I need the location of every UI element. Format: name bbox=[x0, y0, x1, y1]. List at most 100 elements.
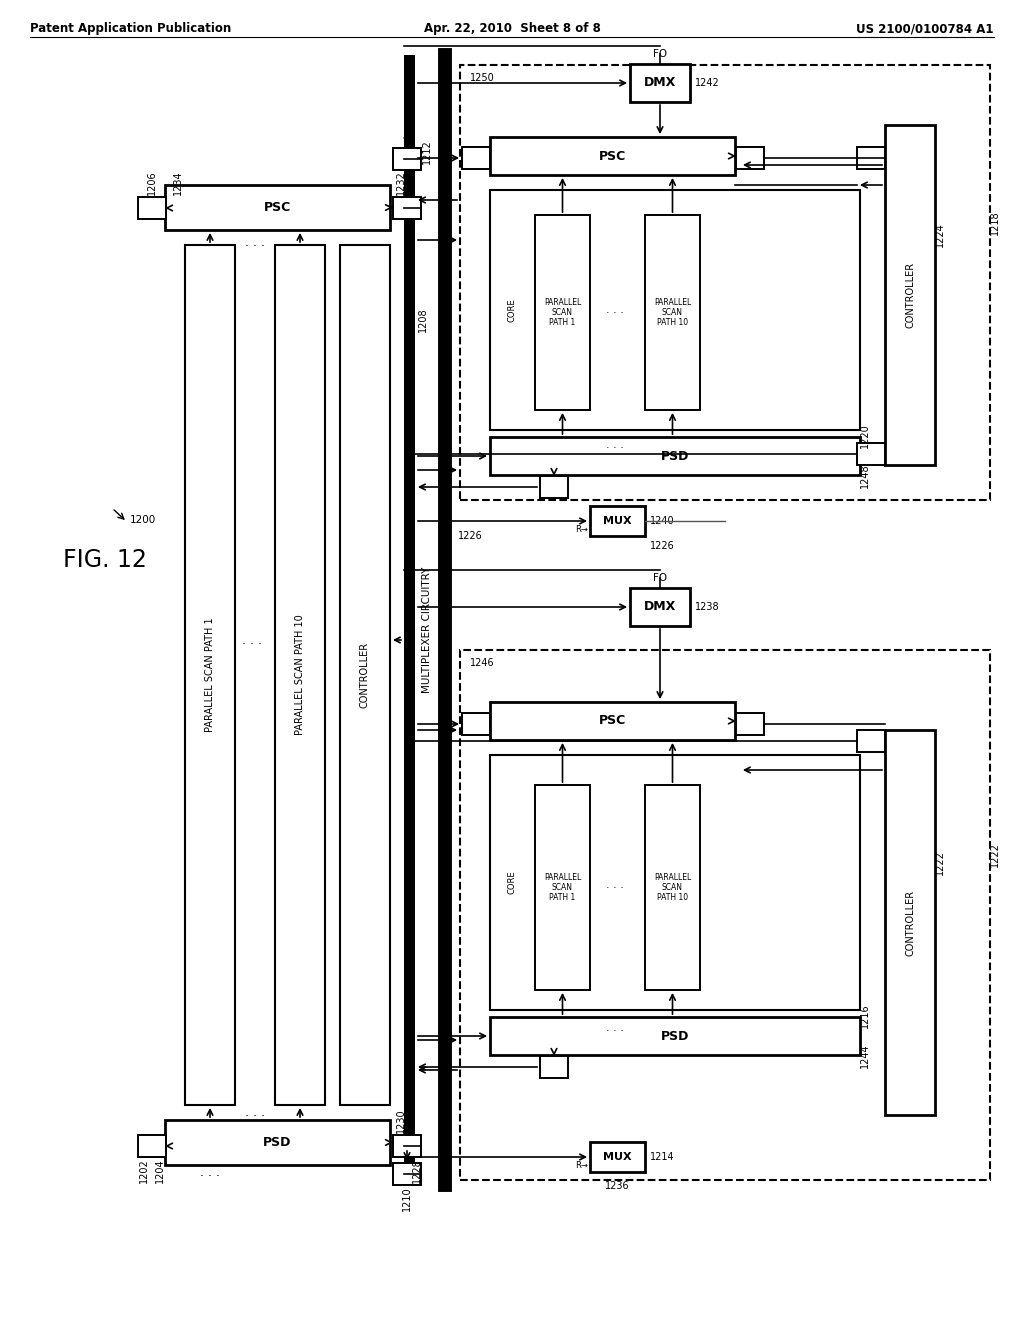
Text: 1216: 1216 bbox=[860, 1003, 870, 1028]
Text: CONTROLLER: CONTROLLER bbox=[905, 261, 915, 329]
Bar bbox=[185, 246, 234, 1105]
Bar bbox=[645, 215, 700, 411]
Bar bbox=[857, 730, 885, 752]
Text: 1250: 1250 bbox=[470, 73, 495, 83]
Text: 1226: 1226 bbox=[458, 531, 482, 541]
Text: . . .: . . . bbox=[245, 1106, 265, 1118]
Bar bbox=[857, 444, 885, 465]
Text: 1224: 1224 bbox=[935, 223, 945, 247]
Text: PSC: PSC bbox=[599, 149, 626, 162]
Bar bbox=[857, 147, 885, 169]
Bar bbox=[393, 148, 421, 170]
Text: 1242: 1242 bbox=[695, 78, 720, 88]
Text: 1206: 1206 bbox=[147, 170, 157, 195]
Text: PARALLEL SCAN PATH 1: PARALLEL SCAN PATH 1 bbox=[205, 618, 215, 733]
Bar bbox=[138, 197, 166, 219]
Text: 1236: 1236 bbox=[605, 1181, 630, 1191]
Bar bbox=[462, 713, 490, 735]
Bar bbox=[138, 1135, 166, 1158]
Text: . . .: . . . bbox=[242, 634, 262, 647]
Text: 1214: 1214 bbox=[650, 1152, 675, 1162]
Text: PSD: PSD bbox=[263, 1137, 292, 1148]
Text: 1228: 1228 bbox=[412, 1159, 422, 1183]
Text: 1210: 1210 bbox=[402, 1187, 412, 1212]
Text: Apr. 22, 2010  Sheet 8 of 8: Apr. 22, 2010 Sheet 8 of 8 bbox=[424, 22, 600, 36]
Bar bbox=[393, 197, 421, 219]
Text: FIG. 12: FIG. 12 bbox=[63, 548, 146, 572]
Text: PARALLEL
SCAN
PATH 1: PARALLEL SCAN PATH 1 bbox=[544, 297, 582, 327]
Text: R→: R→ bbox=[575, 524, 588, 533]
Bar bbox=[490, 702, 735, 741]
Text: PARALLEL
SCAN
PATH 10: PARALLEL SCAN PATH 10 bbox=[654, 873, 691, 903]
Text: MULTIPLEXER CIRCUITRY: MULTIPLEXER CIRCUITRY bbox=[422, 566, 432, 693]
Text: . . .: . . . bbox=[245, 235, 265, 248]
Text: CONTROLLER: CONTROLLER bbox=[360, 642, 370, 708]
Text: R→: R→ bbox=[575, 1160, 588, 1170]
Text: . . .: . . . bbox=[606, 305, 624, 315]
Text: PSD: PSD bbox=[660, 1030, 689, 1043]
Text: CORE: CORE bbox=[508, 298, 516, 322]
Text: 1222: 1222 bbox=[990, 842, 1000, 867]
Text: 1218: 1218 bbox=[990, 210, 1000, 235]
Bar bbox=[630, 63, 690, 102]
Bar bbox=[404, 55, 415, 1185]
Text: PARALLEL
SCAN
PATH 1: PARALLEL SCAN PATH 1 bbox=[544, 873, 582, 903]
Bar bbox=[460, 65, 990, 500]
Text: 1204: 1204 bbox=[155, 1159, 165, 1183]
Text: CORE: CORE bbox=[508, 871, 516, 895]
Bar bbox=[645, 785, 700, 990]
Text: DMX: DMX bbox=[644, 77, 676, 90]
Text: 1246: 1246 bbox=[470, 657, 495, 668]
Bar bbox=[540, 1056, 568, 1078]
Bar bbox=[165, 1119, 390, 1166]
Bar bbox=[540, 477, 568, 498]
Text: FO: FO bbox=[653, 49, 667, 59]
Bar bbox=[535, 785, 590, 990]
Text: . . .: . . . bbox=[606, 1023, 624, 1034]
Text: . . .: . . . bbox=[200, 1166, 220, 1179]
Text: 1230: 1230 bbox=[396, 1109, 406, 1134]
Text: 1220: 1220 bbox=[860, 424, 870, 449]
Text: 1222: 1222 bbox=[935, 850, 945, 875]
Text: PARALLEL SCAN PATH 10: PARALLEL SCAN PATH 10 bbox=[295, 615, 305, 735]
Bar bbox=[340, 246, 390, 1105]
Text: 1212: 1212 bbox=[422, 140, 432, 165]
Bar bbox=[275, 246, 325, 1105]
Text: 1208: 1208 bbox=[418, 308, 428, 333]
Text: CONTROLLER: CONTROLLER bbox=[905, 890, 915, 956]
Bar bbox=[490, 437, 860, 475]
Text: FO: FO bbox=[653, 573, 667, 583]
Bar bbox=[393, 1163, 421, 1185]
Text: . . .: . . . bbox=[606, 880, 624, 890]
Bar bbox=[460, 649, 990, 1180]
Text: 1202: 1202 bbox=[139, 1159, 150, 1183]
Bar bbox=[736, 147, 764, 169]
Text: 1226: 1226 bbox=[650, 541, 675, 550]
Text: MUX: MUX bbox=[603, 1152, 632, 1162]
Text: PSD: PSD bbox=[660, 450, 689, 462]
Bar bbox=[885, 125, 935, 465]
Text: US 2100/0100784 A1: US 2100/0100784 A1 bbox=[856, 22, 994, 36]
Text: PARALLEL
SCAN
PATH 10: PARALLEL SCAN PATH 10 bbox=[654, 297, 691, 327]
Bar bbox=[393, 1135, 421, 1158]
Text: 1234: 1234 bbox=[173, 170, 183, 195]
Text: DMX: DMX bbox=[644, 601, 676, 614]
Text: 1244: 1244 bbox=[860, 1044, 870, 1068]
Bar bbox=[885, 730, 935, 1115]
Bar bbox=[490, 1016, 860, 1055]
Text: PSC: PSC bbox=[599, 714, 626, 727]
Text: 1240: 1240 bbox=[650, 516, 675, 525]
Bar bbox=[490, 755, 860, 1010]
Text: . . .: . . . bbox=[606, 440, 624, 450]
Bar bbox=[736, 713, 764, 735]
Bar bbox=[490, 190, 860, 430]
Text: 1238: 1238 bbox=[695, 602, 720, 612]
Bar bbox=[590, 506, 645, 536]
Text: 1232: 1232 bbox=[396, 170, 406, 195]
Text: 1248: 1248 bbox=[860, 463, 870, 488]
Bar bbox=[590, 1142, 645, 1172]
Text: PSC: PSC bbox=[264, 201, 291, 214]
Text: Patent Application Publication: Patent Application Publication bbox=[30, 22, 231, 36]
Text: MUX: MUX bbox=[603, 516, 632, 525]
Bar bbox=[630, 587, 690, 626]
